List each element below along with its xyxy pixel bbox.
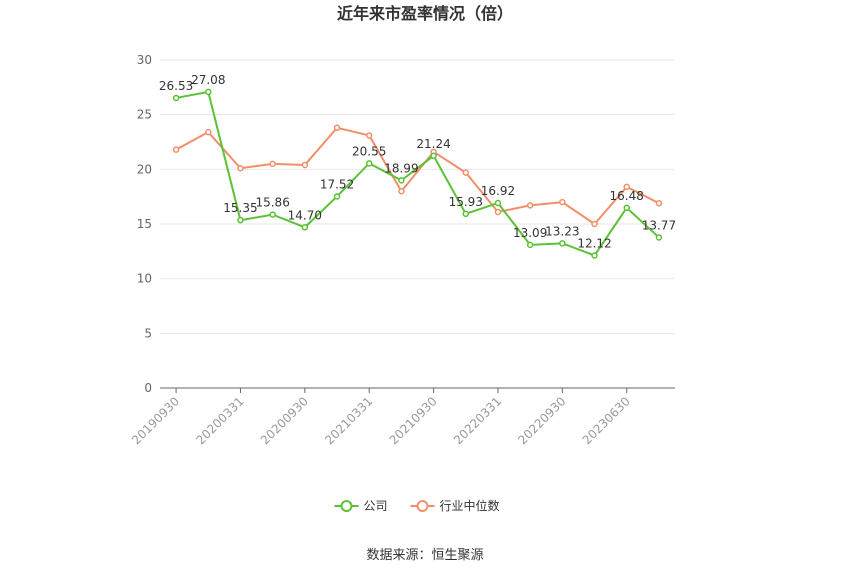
y-tick-label: 15	[137, 217, 152, 231]
data-point	[301, 161, 309, 169]
data-point	[655, 199, 663, 207]
y-tick-label: 5	[144, 326, 152, 340]
data-point	[591, 220, 598, 228]
data-point	[462, 210, 470, 218]
data-point	[398, 177, 405, 184]
legend-marker	[416, 500, 429, 512]
data-point	[559, 240, 566, 247]
chart-title: 近年来市盈率情况（倍）	[337, 4, 513, 23]
data-label: 16.48	[610, 189, 644, 203]
y-tick-label: 25	[137, 108, 152, 122]
data-point	[269, 211, 276, 218]
data-point	[172, 94, 180, 102]
x-tick-label: 20210930	[387, 394, 440, 447]
x-tick-label: 20230630	[580, 394, 633, 447]
y-tick-label: 0	[144, 381, 152, 395]
x-tick-label: 20220930	[515, 394, 568, 447]
data-label: 26.53	[159, 79, 193, 93]
data-point	[365, 132, 373, 139]
y-tick-label: 10	[137, 272, 152, 286]
data-point	[333, 124, 341, 132]
x-tick-label: 20220331	[451, 394, 504, 447]
data-point	[333, 193, 341, 200]
x-tick-label: 20200331	[194, 394, 247, 447]
legend-item: 公司	[334, 499, 388, 513]
data-point	[237, 216, 244, 224]
data-label: 21.24	[416, 137, 450, 151]
legend-label: 公司	[364, 499, 388, 513]
data-point	[269, 160, 276, 168]
data-point	[494, 199, 502, 207]
data-label: 18.99	[384, 161, 418, 175]
data-label: 15.93	[449, 195, 483, 209]
y-tick-label: 30	[137, 53, 152, 67]
data-point	[205, 128, 212, 136]
data-label: 15.86	[255, 196, 289, 210]
data-point	[365, 160, 373, 167]
data-point	[623, 204, 630, 212]
data-point	[559, 198, 566, 206]
series-line	[175, 90, 660, 257]
data-label: 17.52	[320, 177, 354, 191]
data-label: 13.23	[545, 224, 579, 238]
data-label: 27.08	[191, 73, 225, 87]
data-label: 13.09	[513, 226, 547, 240]
data-point	[591, 252, 598, 259]
data-label: 12.12	[577, 236, 611, 250]
legend-marker	[340, 500, 353, 512]
legend-item: 行业中位数	[410, 498, 500, 513]
data-point	[301, 224, 309, 231]
data-label: 16.92	[481, 184, 515, 198]
data-label: 20.55	[352, 144, 386, 158]
data-point	[205, 88, 212, 96]
data-point	[430, 152, 437, 160]
data-point	[494, 208, 502, 216]
source: 数据来源：恒生聚源	[366, 548, 483, 563]
x-tick-label: 20200930	[258, 394, 311, 447]
legend-label: 行业中位数	[440, 498, 500, 513]
data-point	[526, 241, 534, 249]
data-point	[462, 169, 470, 176]
y-tick-label: 20	[137, 162, 152, 176]
data-point	[623, 183, 630, 191]
data-point	[655, 234, 663, 241]
data-point	[237, 164, 244, 172]
data-label: 15.35	[223, 201, 257, 215]
x-tick-label: 20190930	[129, 394, 182, 447]
data-point	[526, 202, 534, 209]
data-point	[172, 146, 180, 153]
data-label: 14.70	[288, 208, 322, 222]
data-label: 13.77	[642, 218, 676, 232]
x-tick-label: 20210331	[322, 394, 375, 447]
data-point	[398, 187, 405, 195]
series-line	[175, 126, 660, 226]
